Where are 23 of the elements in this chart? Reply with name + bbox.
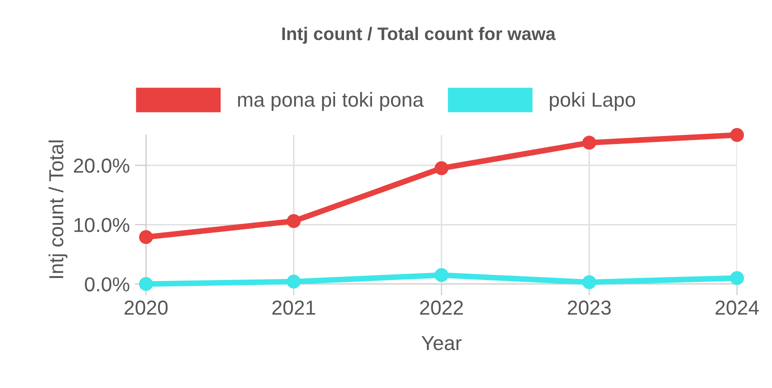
y-tick-label: 10.0% bbox=[74, 218, 130, 232]
y-tick-label: 20.0% bbox=[74, 158, 130, 173]
y-tick-label: 0.0% bbox=[84, 277, 130, 292]
point bbox=[139, 230, 153, 244]
point bbox=[582, 275, 596, 290]
chart-title: Intj count / Total count for wawa bbox=[282, 26, 556, 44]
y-axis-title: Intj count / Total bbox=[48, 140, 68, 278]
point bbox=[286, 214, 301, 228]
x-tick-label: 2020 bbox=[124, 300, 168, 315]
point bbox=[434, 268, 448, 282]
point bbox=[139, 277, 153, 291]
point bbox=[286, 274, 301, 289]
x-axis-title: Year bbox=[422, 336, 462, 350]
x-tick-label: 2023 bbox=[568, 300, 611, 315]
x-tick-label: 2024 bbox=[716, 300, 759, 315]
point bbox=[730, 271, 744, 286]
legend-label: poki Lapo bbox=[550, 92, 636, 111]
point bbox=[434, 161, 448, 176]
legend-label: ma pona pi toki pona bbox=[238, 92, 424, 111]
x-tick-label: 2021 bbox=[272, 300, 316, 315]
x-tick-label: 2022 bbox=[420, 300, 463, 315]
point bbox=[582, 136, 596, 150]
point bbox=[730, 128, 744, 142]
